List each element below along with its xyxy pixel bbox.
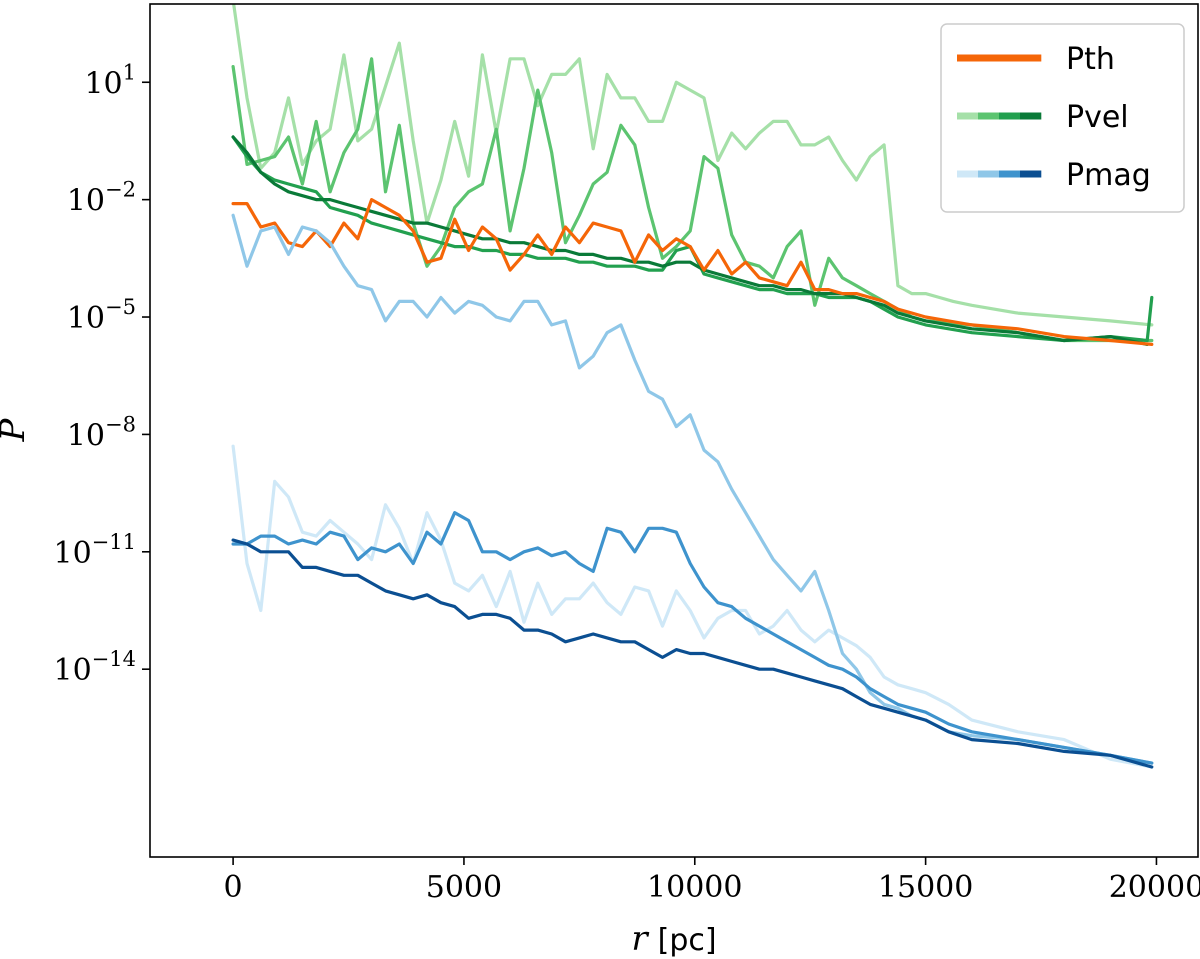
x-tick-label: 0 [224,870,243,905]
series-line-pvel-2 [231,57,1154,343]
y-axis-label: P [0,417,33,442]
y-tick-label: 10−14 [53,647,136,688]
x-tick-label: 20000 [1109,870,1200,905]
series-line-pvel-3 [231,135,1154,343]
series-line-pmag-1 [231,444,1154,769]
legend-label: Pth [1066,42,1115,77]
x-tick-label: 15000 [878,870,973,905]
series-line-pvel-1 [232,4,1154,327]
legend-swatch [1020,112,1042,120]
y-tick-label: 101 [84,60,136,101]
series-line-pvel-4 [231,135,1149,346]
x-axis-ticks: 0 5000 10000 15000 20000 [224,857,1200,905]
legend-swatch [957,112,979,120]
legend-swatch [999,112,1021,120]
legend-box [940,23,1185,213]
legend-swatch [1020,170,1042,178]
legend-swatch [978,170,1000,178]
plot-frame [149,3,1199,858]
series-line-pmag-4 [231,538,1154,769]
legend-swatch [999,170,1021,178]
series-line-pmag-3 [231,511,1154,765]
legend-swatch [957,54,1042,62]
x-tick-label: 5000 [426,870,502,905]
y-tick-label: 10−2 [67,178,136,219]
legend: Pth Pvel Pmag [940,23,1185,213]
x-tick-label: 10000 [647,870,742,905]
y-tick-label: 10−11 [53,530,136,571]
legend-label: Pmag [1066,158,1151,193]
legend-swatch [978,112,1000,120]
y-tick-label: 10−5 [67,295,136,336]
series-line-pth [231,198,1154,346]
x-axis-label: r [pc] [631,919,716,959]
legend-swatch [957,170,979,178]
series-line-pmag-2 [231,213,1154,765]
y-tick-label: 10−8 [67,412,136,453]
y-axis-ticks: 101 10−2 10−5 10−8 10−11 10−14 [53,60,150,688]
series-layer [231,4,1154,769]
legend-label: Pvel [1066,100,1129,135]
